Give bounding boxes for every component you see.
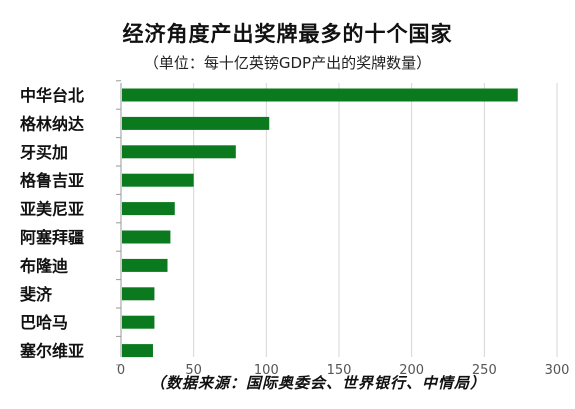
bar-4 [122,173,194,187]
x-tick-label: 300 [545,363,570,378]
category-axis [116,80,122,366]
bar-5 [122,202,175,216]
category-label: 巴哈马 [20,313,68,332]
x-tick-label: 200 [399,363,424,378]
category-label: 格林纳达 [20,114,84,133]
x-tick-label: 250 [472,363,497,378]
x-tick-label: 50 [185,363,202,378]
category-label: 塞尔维亚 [20,342,84,361]
x-tick-labels: 0 50 100 150 200 250 300 [117,363,570,378]
x-tick-label: 100 [254,363,279,378]
bar-9 [122,315,155,329]
bar-7 [122,258,168,272]
bar-1 [122,88,518,102]
category-label: 布隆迪 [20,256,68,275]
data-source-note: （数据来源：国际奥委会、世界银行、中情局） [150,374,487,392]
gridlines [193,83,558,357]
x-tick-label: 150 [327,363,352,378]
bars [122,88,518,358]
bar-6 [122,230,171,244]
category-label: 中华台北 [20,86,84,105]
category-label: 亚美尼亚 [20,200,84,219]
bar-2 [122,116,270,130]
category-label: 格鲁吉亚 [20,171,84,190]
chart-title: 经济角度产出奖牌最多的十个国家 [122,22,453,46]
chart-subtitle: （单位：每十亿英镑GDP产出的奖牌数量） [143,54,432,72]
category-label: 斐济 [20,285,53,304]
bar-10 [122,344,153,358]
x-tick-label: 0 [117,363,125,378]
bar-3 [122,145,236,159]
category-label: 阿塞拜疆 [20,228,84,247]
category-label: 牙买加 [20,143,68,162]
bar-8 [122,287,155,301]
